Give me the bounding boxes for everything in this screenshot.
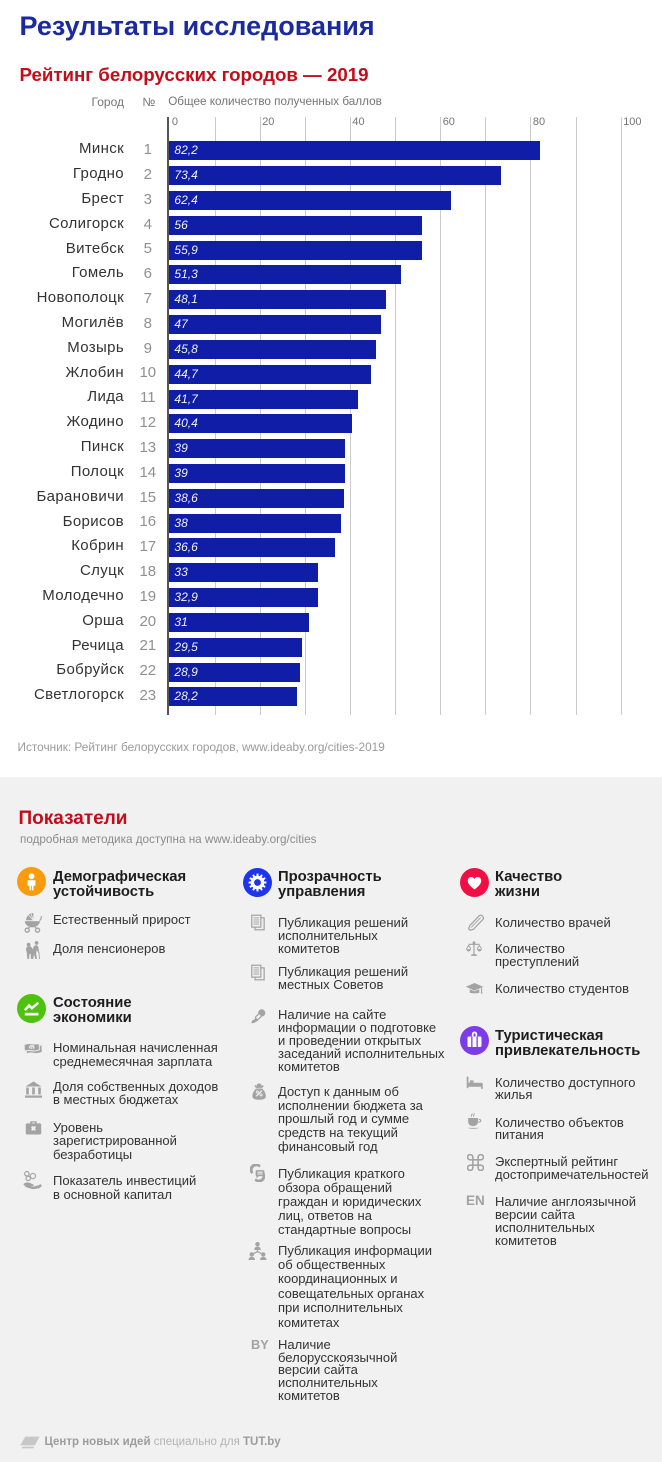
svg-text:o: o [30,1045,34,1051]
